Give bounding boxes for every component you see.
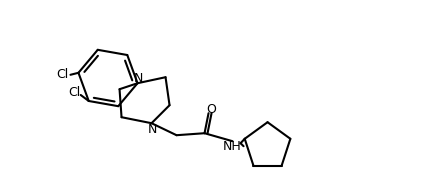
Text: N: N xyxy=(134,72,143,85)
Text: O: O xyxy=(207,103,217,116)
Text: NH: NH xyxy=(223,140,242,153)
Text: Cl: Cl xyxy=(56,68,68,81)
Text: N: N xyxy=(148,123,157,136)
Text: Cl: Cl xyxy=(68,87,81,100)
